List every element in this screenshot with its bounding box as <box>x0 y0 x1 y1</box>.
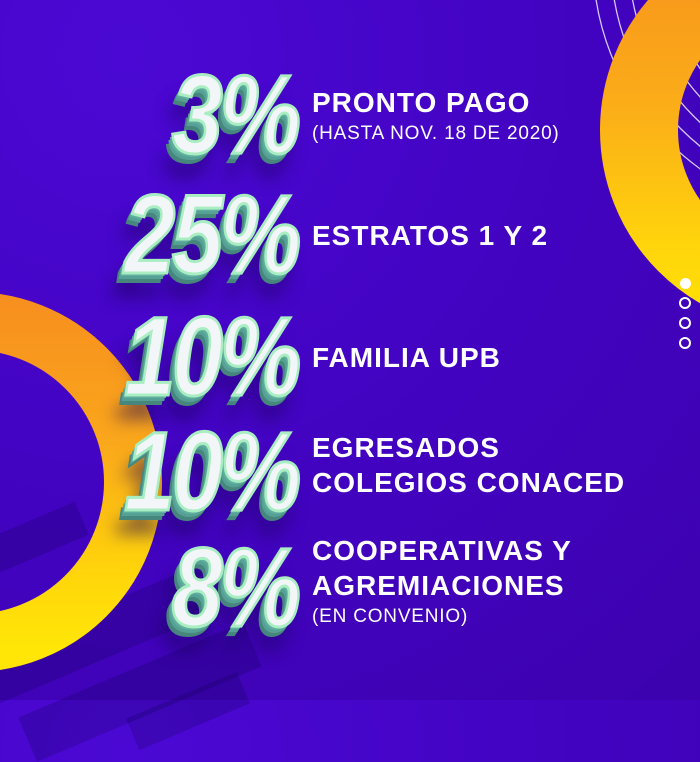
decor-layer <box>0 0 700 670</box>
discount-label: ESTRATOS 1 Y 2 <box>312 219 549 251</box>
discount-labels: PRONTO PAGO (HASTA NOV. 18 DE 2020) <box>312 85 560 146</box>
ring-top-right-icon <box>600 0 700 304</box>
discount-value: 8% <box>171 525 303 650</box>
carousel-pagination <box>679 278 691 349</box>
discount-value: 3% <box>171 52 303 177</box>
discount-labels: FAMILIA UPB <box>312 340 501 375</box>
discount-label-line2: AGREMIACIONES <box>312 570 565 601</box>
discount-sublabel: (HASTA NOV. 18 DE 2020) <box>312 122 560 144</box>
discount-row: 25% ESTRATOS 1 Y 2 <box>0 175 700 295</box>
discount-label: PRONTO PAGO <box>312 86 531 118</box>
discount-value: 25% <box>123 172 303 297</box>
discount-row: 10% EGRESADOS COLEGIOS CONACED <box>0 412 700 532</box>
discount-row: 3% PRONTO PAGO (HASTA NOV. 18 DE 2020) <box>0 55 700 175</box>
discount-value: 10% <box>123 409 303 534</box>
pagination-dot[interactable] <box>679 317 691 329</box>
pagination-dot[interactable] <box>679 297 691 309</box>
discount-sublabel: (EN CONVENIO) <box>312 606 469 627</box>
discount-labels: COOPERATIVAS Y AGREMIACIONES (EN CONVENI… <box>312 533 572 629</box>
ring-bottom-left-icon <box>0 294 162 670</box>
discount-value: 10% <box>123 294 303 419</box>
discount-labels: ESTRATOS 1 Y 2 <box>312 218 548 253</box>
discount-label: COOPERATIVAS Y <box>312 535 572 566</box>
discount-labels: EGRESADOS COLEGIOS CONACED <box>312 430 625 500</box>
pagination-dot[interactable] <box>679 337 691 349</box>
discount-row: 10% FAMILIA UPB <box>0 297 700 417</box>
pagination-dot-active[interactable] <box>679 278 691 289</box>
discount-label-line2: COLEGIOS CONACED <box>312 467 626 498</box>
discount-row: 8% COOPERATIVAS Y AGREMIACIONES (EN CONV… <box>0 528 700 648</box>
discount-label: EGRESADOS <box>312 432 500 463</box>
discount-label: FAMILIA UPB <box>312 341 501 373</box>
